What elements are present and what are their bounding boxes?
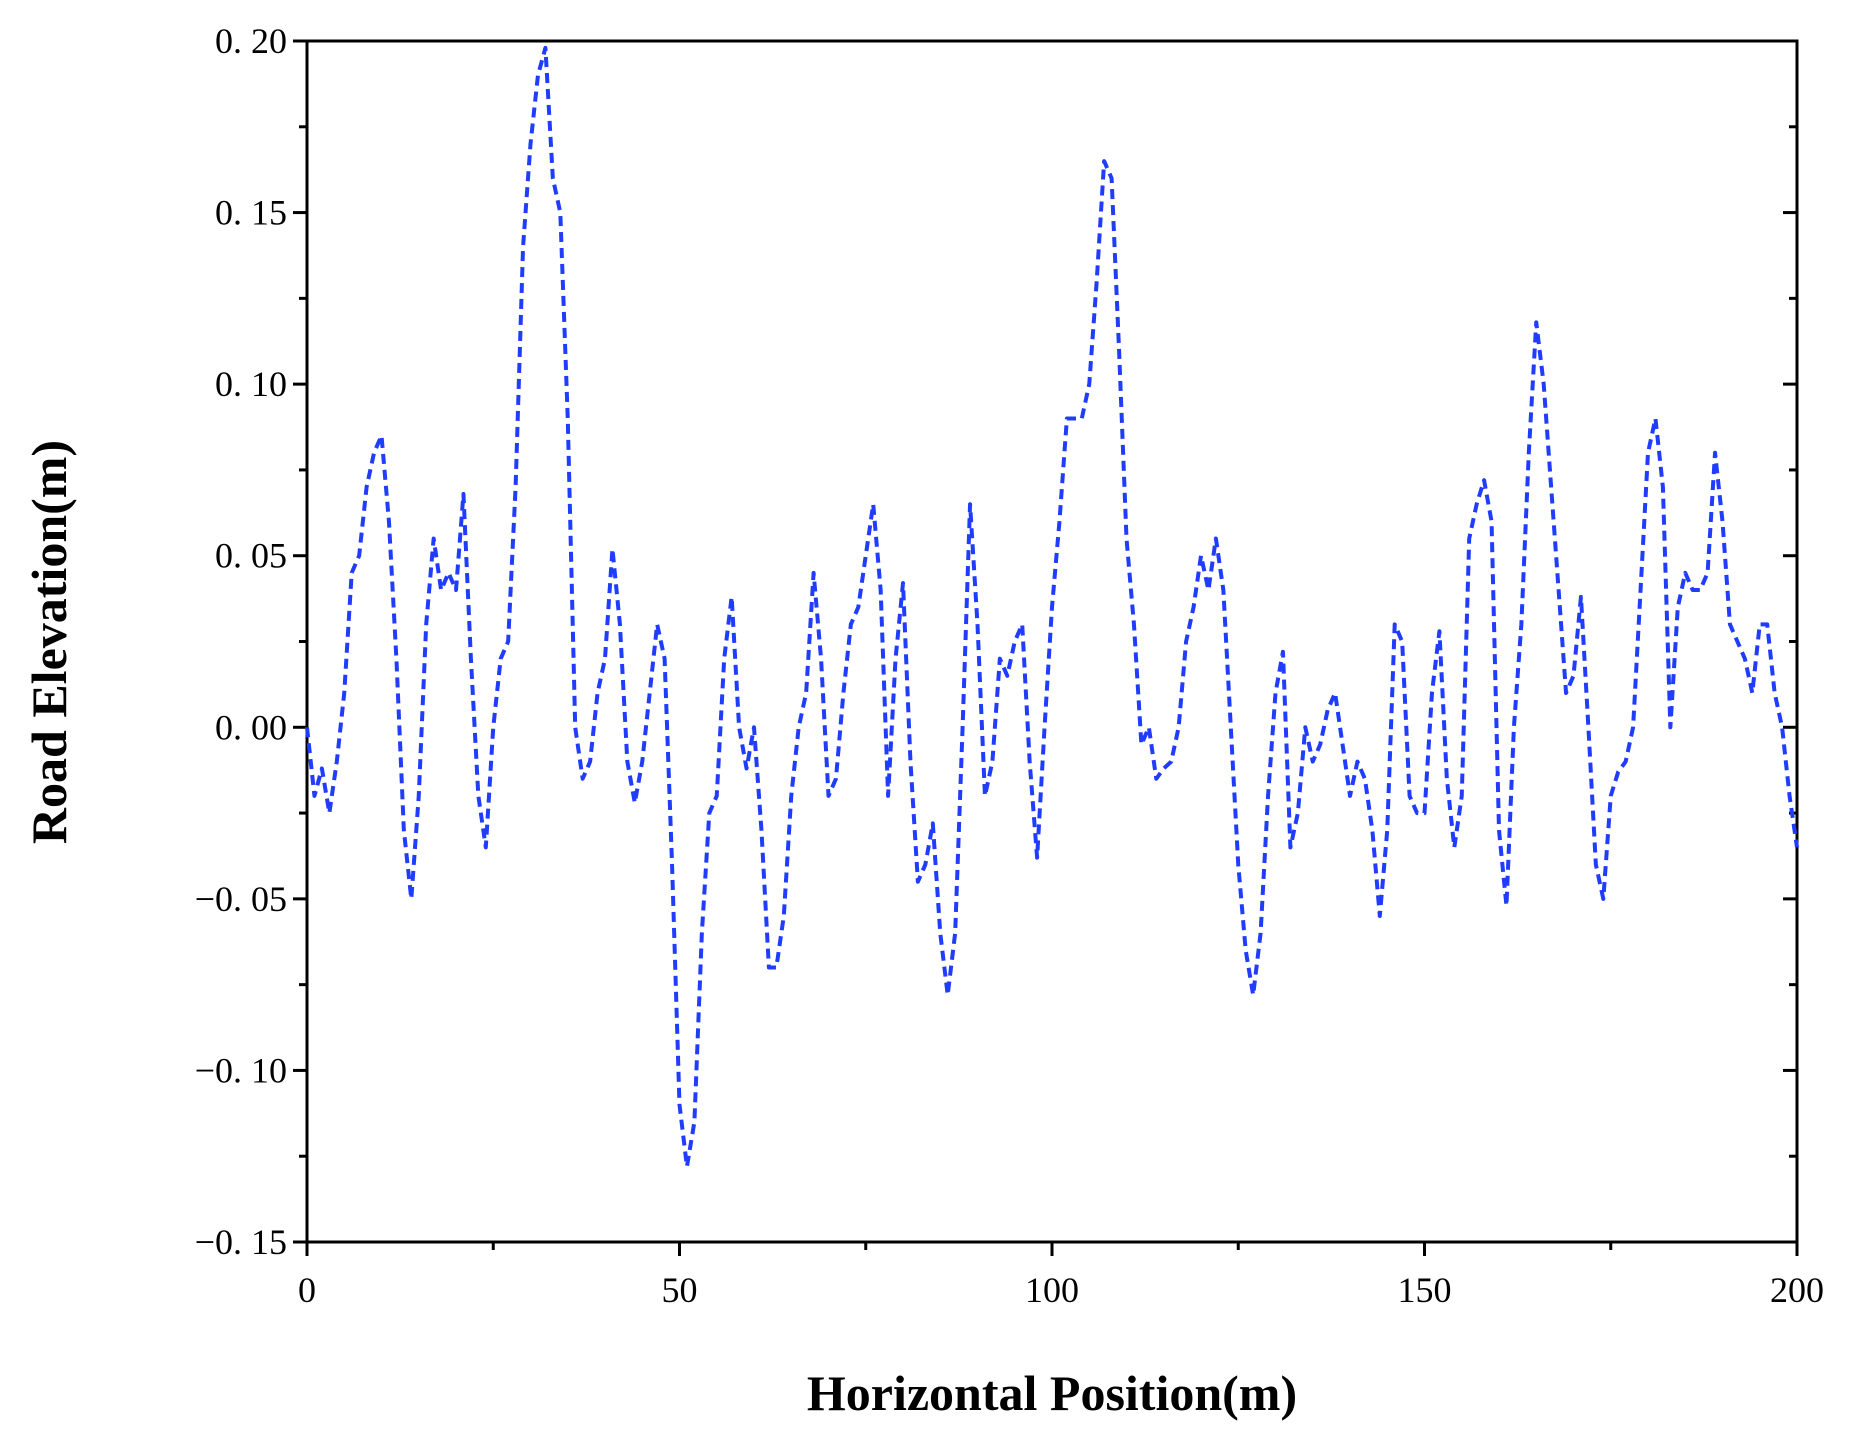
y-axis-label: Road Elevation(m) (21, 440, 77, 844)
y-tick-label: 0. 15 (215, 193, 287, 233)
plot-frame (305, 39, 1799, 1244)
y-tick-label: 0. 00 (215, 707, 287, 747)
line-series (305, 45, 1799, 1169)
y-tick-label: −0. 05 (195, 879, 287, 919)
x-tick-label: 50 (662, 1270, 698, 1310)
x-tick-label: 100 (1025, 1270, 1079, 1310)
x-tick-label: 200 (1770, 1270, 1824, 1310)
y-tick-label: 0. 05 (215, 536, 287, 576)
x-tick-label: 0 (298, 1270, 316, 1310)
x-axis-label: Horizontal Position(m) (807, 1365, 1297, 1421)
y-tick-label: 0. 10 (215, 364, 287, 404)
y-tick-label: 0. 20 (215, 21, 287, 61)
y-tick-label: −0. 10 (195, 1050, 287, 1090)
x-tick-label: 150 (1398, 1270, 1452, 1310)
y-tick-label: −0. 15 (195, 1222, 287, 1262)
